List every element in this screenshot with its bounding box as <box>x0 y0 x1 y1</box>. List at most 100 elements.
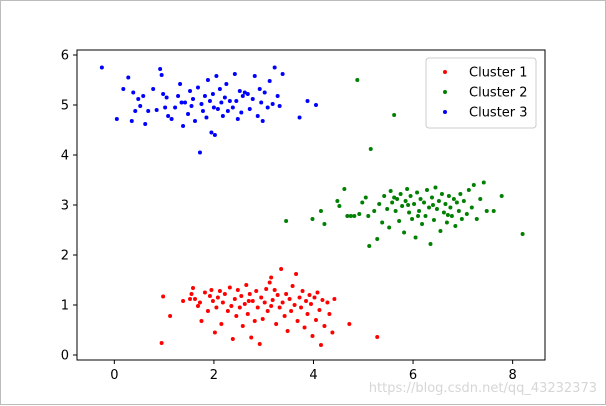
point-cluster-2-7 <box>345 214 350 218</box>
point-cluster-3-0 <box>99 65 104 70</box>
point-cluster-3-68 <box>267 79 272 83</box>
legend-marker-cluster-2 <box>443 90 447 94</box>
point-cluster-3-1 <box>114 117 119 121</box>
point-cluster-2-72 <box>471 183 476 187</box>
point-cluster-1-1 <box>161 294 166 299</box>
point-cluster-2-62 <box>451 197 456 201</box>
points-layer <box>99 65 525 347</box>
point-cluster-2-75 <box>481 180 486 185</box>
point-cluster-2-13 <box>363 195 368 200</box>
point-cluster-1-42 <box>257 342 262 346</box>
point-cluster-2-30 <box>398 192 403 196</box>
point-cluster-3-38 <box>207 99 212 103</box>
point-cluster-1-79 <box>318 343 323 347</box>
point-cluster-1-23 <box>225 309 230 313</box>
point-cluster-3-27 <box>188 89 193 93</box>
point-cluster-1-66 <box>297 295 302 300</box>
point-cluster-3-53 <box>235 117 240 121</box>
point-cluster-2-48 <box>428 242 433 246</box>
point-cluster-2-41 <box>417 209 422 213</box>
point-cluster-2-80 <box>392 195 397 200</box>
point-cluster-3-61 <box>252 74 257 78</box>
point-cluster-2-18 <box>375 237 380 241</box>
point-cluster-3-52 <box>232 72 237 76</box>
point-cluster-2-50 <box>431 218 436 222</box>
point-cluster-1-52 <box>274 322 279 326</box>
point-cluster-3-11 <box>146 109 151 113</box>
point-cluster-1-33 <box>242 302 247 306</box>
point-cluster-2-56 <box>441 210 446 215</box>
legend: Cluster 1 Cluster 2 Cluster 3 <box>425 57 537 129</box>
point-cluster-1-17 <box>214 305 219 310</box>
point-cluster-2-31 <box>400 204 405 208</box>
point-cluster-2-9 <box>352 214 357 218</box>
point-cluster-1-78 <box>317 308 322 312</box>
point-cluster-2-1 <box>310 217 315 221</box>
point-cluster-1-19 <box>217 289 222 293</box>
point-cluster-2-14 <box>366 214 371 218</box>
point-cluster-2-28 <box>395 197 400 201</box>
point-cluster-1-62 <box>290 284 295 288</box>
point-cluster-1-75 <box>312 295 317 300</box>
point-cluster-2-51 <box>433 185 438 190</box>
point-cluster-3-37 <box>205 78 210 82</box>
point-cluster-2-10 <box>355 78 360 82</box>
point-cluster-2-71 <box>469 205 474 210</box>
point-cluster-2-8 <box>348 214 353 218</box>
point-cluster-2-60 <box>448 205 453 210</box>
point-cluster-3-72 <box>277 104 282 108</box>
point-cluster-3-13 <box>154 108 159 112</box>
point-cluster-1-60 <box>287 297 292 301</box>
point-cluster-1-12 <box>205 309 210 313</box>
point-cluster-3-69 <box>270 102 275 106</box>
point-cluster-3-15 <box>159 73 164 77</box>
x-tick-label: 2 <box>210 368 218 383</box>
point-cluster-2-3 <box>322 222 327 226</box>
point-cluster-1-48 <box>267 280 272 285</box>
point-cluster-1-26 <box>230 337 235 341</box>
point-cluster-1-31 <box>239 294 244 298</box>
point-cluster-1-32 <box>240 324 245 328</box>
point-cluster-2-69 <box>464 212 469 216</box>
point-cluster-1-58 <box>284 292 289 296</box>
point-cluster-3-9 <box>141 94 146 98</box>
y-tick-label: 1 <box>61 299 69 314</box>
point-cluster-2-78 <box>499 194 504 198</box>
point-cluster-3-22 <box>176 94 181 98</box>
point-cluster-2-59 <box>446 194 451 198</box>
point-cluster-2-11 <box>357 212 362 216</box>
point-cluster-2-24 <box>388 189 393 193</box>
point-cluster-2-52 <box>434 207 439 211</box>
point-cluster-1-22 <box>222 292 227 296</box>
point-cluster-2-47 <box>427 205 431 210</box>
point-cluster-1-24 <box>227 285 232 290</box>
point-cluster-3-30 <box>193 119 197 123</box>
point-cluster-3-62 <box>255 114 260 118</box>
point-cluster-3-34 <box>200 109 205 113</box>
point-cluster-1-4 <box>188 297 193 301</box>
point-cluster-1-27 <box>232 297 237 301</box>
point-cluster-2-12 <box>360 200 365 205</box>
point-cluster-1-53 <box>275 293 280 297</box>
point-cluster-2-36 <box>408 194 413 198</box>
point-cluster-3-8 <box>138 104 143 108</box>
point-cluster-2-45 <box>423 214 428 218</box>
point-cluster-2-54 <box>438 229 443 233</box>
point-cluster-3-26 <box>186 112 191 116</box>
point-cluster-1-63 <box>292 303 297 307</box>
point-cluster-2-17 <box>372 209 377 213</box>
point-cluster-2-38 <box>412 202 417 206</box>
point-cluster-1-37 <box>249 335 254 340</box>
point-cluster-2-81 <box>416 214 421 218</box>
point-cluster-1-74 <box>310 334 315 338</box>
legend-marker-cluster-3 <box>443 110 447 114</box>
point-cluster-3-51 <box>230 105 235 110</box>
point-cluster-3-48 <box>224 82 229 86</box>
point-cluster-3-77 <box>211 105 216 110</box>
point-cluster-2-20 <box>380 220 385 225</box>
point-cluster-3-57 <box>242 90 247 95</box>
point-cluster-3-64 <box>259 100 264 105</box>
point-cluster-3-24 <box>181 124 186 128</box>
